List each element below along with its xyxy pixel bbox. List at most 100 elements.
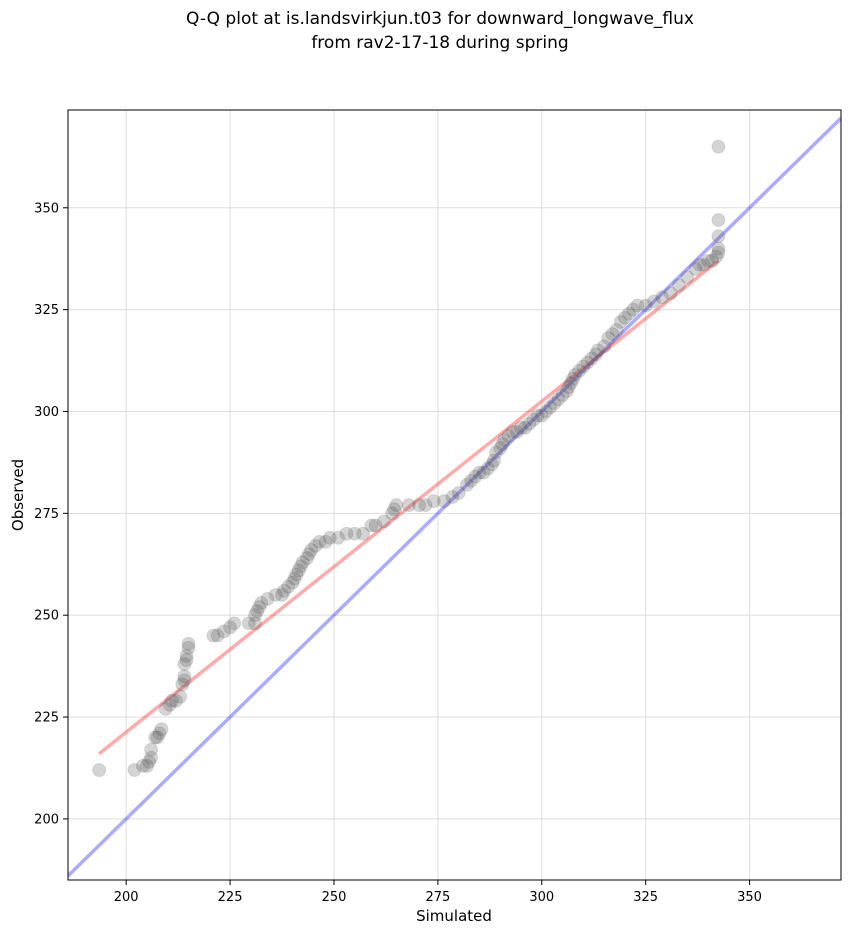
data-point-64 <box>412 498 427 513</box>
data-point-39 <box>281 579 296 594</box>
data-point-41 <box>287 571 302 586</box>
data-point-123 <box>692 257 707 272</box>
data-point-50 <box>312 534 327 549</box>
data-point-76 <box>484 457 499 472</box>
data-point-35 <box>260 591 275 606</box>
data-point-61 <box>387 502 402 517</box>
data-point-107 <box>597 339 612 354</box>
data-point-72 <box>468 469 483 484</box>
data-point-0 <box>92 763 107 777</box>
data-point-28 <box>227 616 242 631</box>
data-point-124 <box>696 257 711 272</box>
data-point-104 <box>584 351 599 366</box>
y-axis-label: Observed <box>9 459 27 531</box>
data-point-29 <box>241 616 256 631</box>
data-point-120 <box>671 278 686 293</box>
data-point-18 <box>177 669 192 684</box>
x-axis-label: Simulated <box>416 907 492 925</box>
data-point-109 <box>605 327 620 342</box>
y-axis-ticks: 200 225 250 275 300 325 350 <box>34 201 68 827</box>
data-point-40 <box>285 575 300 590</box>
data-point-11 <box>158 701 173 716</box>
data-point-38 <box>277 583 292 598</box>
y-tick-label-5: 325 <box>34 303 59 318</box>
identity-line <box>68 116 841 878</box>
data-point-43 <box>291 563 306 578</box>
data-point-132 <box>711 139 726 154</box>
data-point-32 <box>250 604 265 619</box>
data-point-21 <box>179 648 194 663</box>
data-point-73 <box>472 465 487 480</box>
data-point-37 <box>275 587 290 602</box>
y-tick-label-4: 300 <box>34 405 59 420</box>
data-point-42 <box>289 567 304 582</box>
x-tick-label-2: 250 <box>322 890 347 905</box>
x-tick-label-5: 325 <box>633 890 658 905</box>
data-point-44 <box>293 559 308 574</box>
chart-title-line-2: from rav2-17-18 during spring <box>311 33 568 53</box>
x-tick-label-0: 200 <box>114 890 139 905</box>
data-point-80 <box>495 437 510 452</box>
data-point-114 <box>626 302 641 317</box>
data-point-23 <box>181 636 196 651</box>
data-point-49 <box>308 538 323 553</box>
data-point-83 <box>505 424 520 439</box>
data-point-69 <box>451 485 466 500</box>
data-point-129 <box>711 241 726 256</box>
y-tick-label-6: 350 <box>34 201 59 216</box>
data-point-16 <box>175 677 190 692</box>
data-point-33 <box>252 600 267 615</box>
data-point-30 <box>248 616 263 631</box>
data-point-71 <box>464 473 479 488</box>
data-point-101 <box>572 363 587 378</box>
data-point-125 <box>701 253 716 268</box>
data-point-92 <box>543 400 558 415</box>
data-point-60 <box>385 506 400 521</box>
data-point-51 <box>318 534 333 549</box>
data-point-10 <box>154 722 169 737</box>
data-point-103 <box>580 355 595 370</box>
data-point-48 <box>304 543 319 557</box>
data-point-98 <box>563 375 578 390</box>
data-point-86 <box>518 420 533 435</box>
data-point-55 <box>347 526 362 541</box>
data-point-93 <box>547 396 562 411</box>
data-point-110 <box>609 323 624 337</box>
data-point-8 <box>150 730 165 745</box>
data-point-88 <box>526 412 541 427</box>
data-point-22 <box>181 640 196 655</box>
data-point-47 <box>302 547 317 562</box>
data-point-15 <box>173 689 188 704</box>
data-point-56 <box>356 526 371 541</box>
data-point-131 <box>711 213 726 227</box>
data-point-36 <box>268 587 283 602</box>
data-point-121 <box>680 270 695 285</box>
data-point-2 <box>135 758 150 773</box>
data-point-27 <box>223 620 238 635</box>
data-point-97 <box>561 380 576 395</box>
data-point-91 <box>538 404 553 419</box>
data-point-126 <box>705 253 720 268</box>
data-point-116 <box>638 298 653 313</box>
data-point-81 <box>497 433 512 447</box>
data-point-13 <box>164 693 179 708</box>
data-point-19 <box>177 657 192 672</box>
data-point-119 <box>663 286 678 301</box>
data-point-96 <box>559 384 574 399</box>
data-point-25 <box>210 628 225 643</box>
data-point-53 <box>331 530 346 545</box>
x-axis-ticks: 200 225 250 275 300 325 350 <box>114 880 762 905</box>
data-point-84 <box>509 424 524 439</box>
data-point-87 <box>522 416 537 431</box>
data-point-62 <box>389 498 404 513</box>
data-point-12 <box>162 697 177 712</box>
data-point-14 <box>169 693 184 708</box>
data-point-5 <box>144 750 159 765</box>
data-point-85 <box>513 420 528 435</box>
data-point-105 <box>588 347 603 362</box>
data-point-70 <box>459 477 474 492</box>
data-point-20 <box>179 653 194 667</box>
data-point-3 <box>139 758 154 773</box>
data-point-26 <box>216 624 231 639</box>
data-point-111 <box>613 314 628 329</box>
